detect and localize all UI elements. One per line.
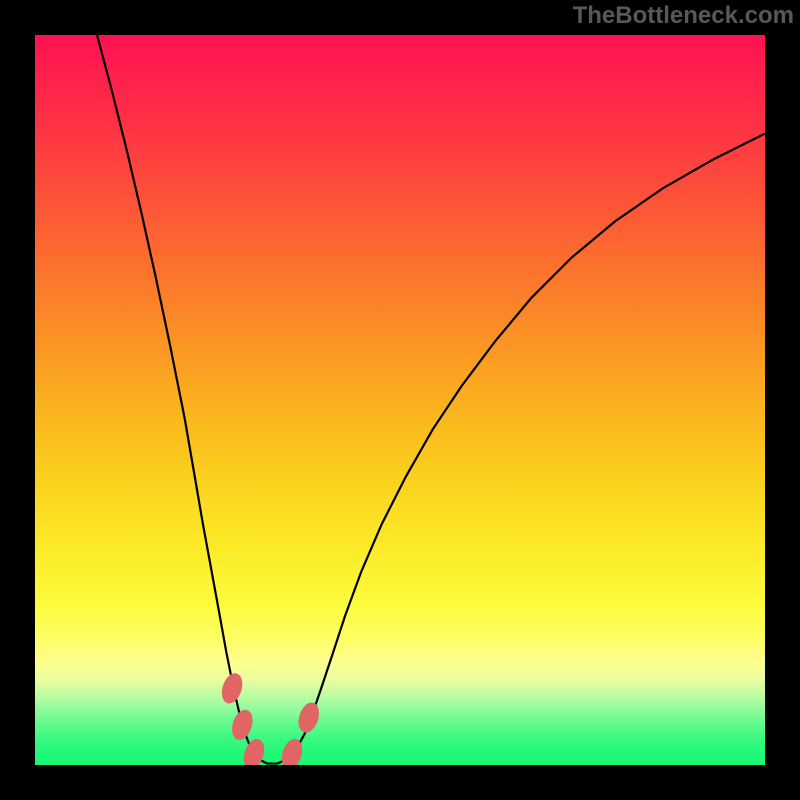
chart-svg — [35, 35, 765, 765]
plot-area — [35, 35, 765, 765]
canvas-root: TheBottleneck.com — [0, 0, 800, 800]
gradient-background — [35, 35, 765, 765]
watermark-text: TheBottleneck.com — [573, 2, 794, 30]
